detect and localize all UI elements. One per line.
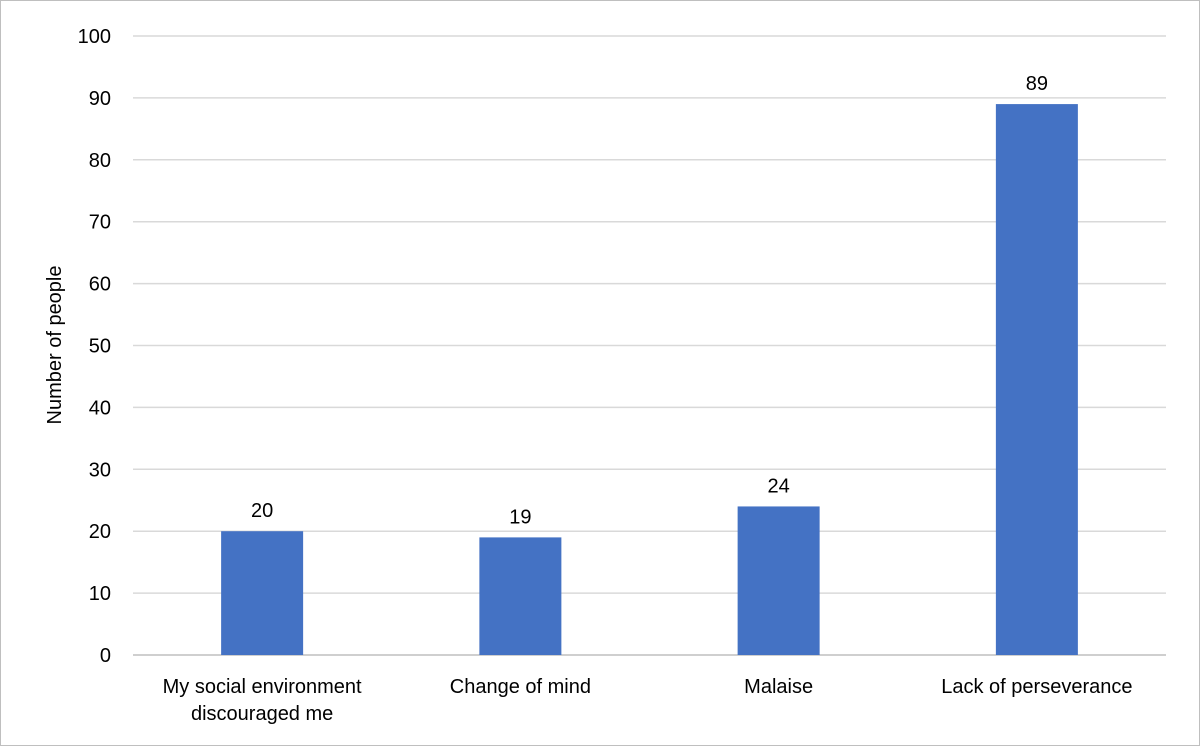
y-tick-label: 10: [89, 583, 111, 605]
y-axis-title: Number of people: [44, 266, 66, 425]
y-tick-label: 30: [89, 459, 111, 481]
y-axis-ticks: 0 10 20 30 40 50 60 70 80 90 100: [78, 26, 111, 667]
x-category-label: Malaise: [744, 676, 813, 698]
x-category-label: Lack of perseverance: [941, 676, 1132, 698]
bar: [995, 104, 1078, 656]
y-tick-label: 70: [89, 212, 111, 234]
data-label: 19: [509, 506, 531, 528]
data-label: 89: [1026, 73, 1048, 95]
x-category-label: My social environment discouraged me: [163, 676, 362, 725]
y-tick-label: 20: [89, 521, 111, 543]
data-label: 24: [768, 475, 790, 497]
gridlines: [133, 35, 1166, 656]
y-tick-label: 0: [100, 645, 111, 667]
y-tick-label: 50: [89, 336, 111, 358]
data-labels: 20 19 24 89: [251, 73, 1048, 528]
y-tick-label: 100: [78, 26, 111, 48]
bar: [479, 537, 562, 655]
y-tick-label: 80: [89, 150, 111, 172]
x-axis-categories: My social environment discouraged me Chang…: [163, 676, 1133, 725]
bars: [221, 104, 1078, 656]
x-category-label: Change of mind: [450, 676, 591, 698]
y-tick-label: 90: [89, 88, 111, 110]
bar: [221, 531, 304, 655]
y-tick-label: 40: [89, 397, 111, 419]
bar: [737, 506, 820, 655]
y-tick-label: 60: [89, 274, 111, 296]
data-label: 20: [251, 500, 273, 522]
